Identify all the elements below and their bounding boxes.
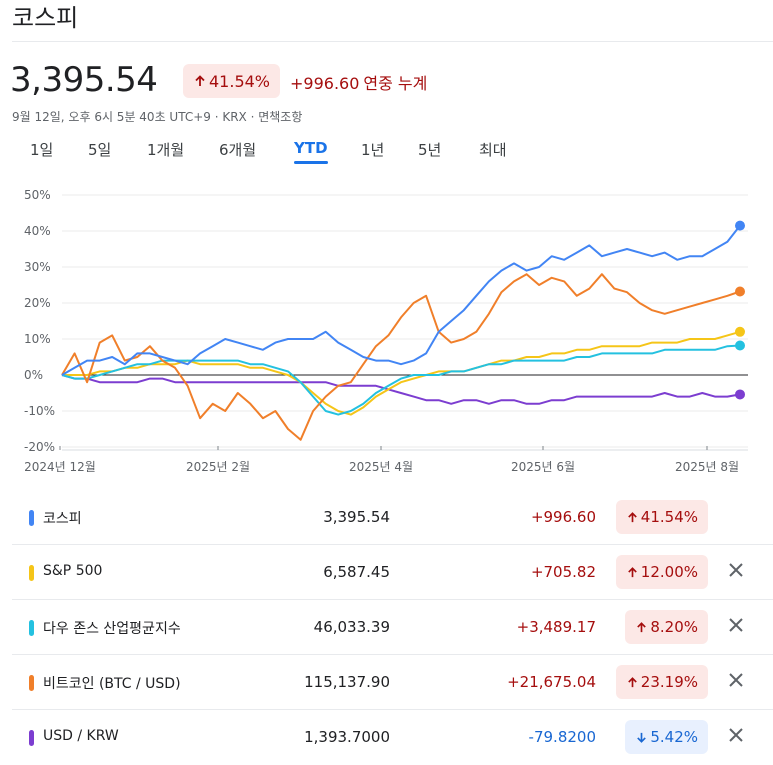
x-tick-label: 2024년 12월	[24, 460, 96, 474]
series-color-swatch	[29, 510, 34, 526]
header-divider	[12, 41, 773, 42]
row-change: -79.8200	[528, 728, 596, 746]
row-value: 1,393.7000	[304, 728, 390, 746]
row-percent-badge: 41.54%	[615, 500, 708, 534]
row-percent: 5.42%	[650, 728, 698, 746]
comparison-chart[interactable]: 50% 40% 30% 20% 10% 0% -10% -20% 2024년 12월 2025년 …	[0, 180, 773, 480]
page-title: 코스피	[12, 4, 79, 32]
y-tick-label: 50%	[24, 188, 51, 202]
x-tick-label: 2025년 2월	[186, 460, 250, 474]
row-percent-badge: 8.20%	[625, 610, 708, 644]
absolute-change-value: +996.60	[290, 74, 360, 93]
remove-comparison-button[interactable]	[725, 669, 747, 691]
tab-5d[interactable]: 5일	[88, 141, 112, 159]
comparison-row-kospi[interactable]: 코스피 3,395.54 +996.60 41.54%	[12, 490, 773, 545]
arrow-up-icon	[637, 621, 647, 632]
y-tick-label: 10%	[24, 332, 51, 346]
series-color-swatch	[29, 675, 34, 691]
row-change: +3,489.17	[516, 618, 596, 636]
change-period-label: 연중 누계	[363, 74, 428, 93]
arrow-down-icon	[637, 732, 647, 743]
dow-line	[61, 344, 741, 416]
x-tick-label: 2025년 4월	[349, 460, 413, 474]
y-tick-label: 0%	[24, 368, 43, 382]
row-name: 비트코인 (BTC / USD)	[43, 676, 181, 692]
comparison-row-usdkrw[interactable]: USD / KRW 1,393.7000 -79.8200 5.42%	[12, 710, 773, 765]
row-divider	[12, 709, 773, 710]
row-percent: 23.19%	[640, 673, 698, 691]
row-name: 코스피	[43, 511, 82, 527]
comparison-row-btc[interactable]: 비트코인 (BTC / USD) 115,137.90 +21,675.04 2…	[12, 655, 773, 710]
tab-ytd[interactable]: YTD	[294, 139, 328, 164]
usdkrw-end-point	[735, 389, 745, 400]
arrow-up-icon	[627, 511, 637, 522]
x-tick-label: 2025년 6월	[511, 460, 575, 474]
row-divider	[12, 599, 773, 600]
row-change: +705.82	[530, 563, 596, 581]
remove-comparison-button[interactable]	[725, 724, 747, 746]
row-name: 다우 존스 산업평균지수	[43, 621, 181, 637]
comparison-row-sp500[interactable]: S&P 500 6,587.45 +705.82 12.00%	[12, 545, 773, 600]
timestamp-exchange-info[interactable]: 9월 12일, 오후 6시 5분 40초 UTC+9 · KRX · 면책조항	[12, 110, 303, 124]
arrow-up-icon	[627, 566, 637, 577]
arrow-up-icon	[627, 676, 637, 687]
tab-5y[interactable]: 5년	[418, 141, 442, 159]
btc-end-point	[735, 286, 745, 297]
series-color-swatch	[29, 565, 34, 581]
row-percent-badge: 12.00%	[615, 555, 708, 589]
current-price: 3,395.54	[10, 60, 158, 100]
row-change: +996.60	[530, 508, 596, 526]
remove-comparison-button[interactable]	[725, 614, 747, 636]
row-percent: 12.00%	[640, 563, 698, 581]
arrow-up-icon	[195, 75, 205, 86]
tab-6m[interactable]: 6개월	[219, 141, 257, 159]
y-tick-label: -20%	[24, 440, 55, 454]
row-percent: 8.20%	[650, 618, 698, 636]
tab-1d[interactable]: 1일	[30, 141, 54, 159]
y-tick-label: 30%	[24, 260, 51, 274]
usdkrw-line	[61, 374, 741, 405]
percent-change-badge: 41.54%	[183, 64, 281, 98]
kospi-end-point	[735, 220, 745, 231]
sp500-end-point	[735, 326, 745, 337]
kospi-line	[61, 224, 741, 376]
row-percent: 41.54%	[640, 508, 698, 526]
x-tick-label: 2025년 8월	[675, 460, 739, 474]
row-percent-badge: 23.19%	[615, 665, 708, 699]
row-value: 3,395.54	[323, 508, 390, 526]
y-tick-label: 40%	[24, 224, 51, 238]
absolute-change: +996.60 연중 누계	[290, 70, 427, 94]
dow-end-point	[735, 340, 745, 351]
y-tick-label: -10%	[24, 404, 55, 418]
tab-max[interactable]: 최대	[479, 141, 507, 159]
sp500-line	[62, 330, 741, 416]
row-value: 115,137.90	[304, 673, 390, 691]
series-color-swatch	[29, 730, 34, 746]
series-color-swatch	[29, 620, 34, 636]
row-percent-badge: 5.42%	[625, 720, 708, 754]
row-value: 46,033.39	[313, 618, 390, 636]
comparison-row-dow[interactable]: 다우 존스 산업평균지수 46,033.39 +3,489.17 8.20%	[12, 600, 773, 655]
row-name: USD / KRW	[43, 728, 119, 744]
row-divider	[12, 544, 773, 545]
btc-line	[61, 273, 741, 441]
row-name: S&P 500	[43, 563, 103, 579]
row-value: 6,587.45	[323, 563, 390, 581]
row-change: +21,675.04	[507, 673, 596, 691]
tab-1y[interactable]: 1년	[361, 141, 385, 159]
remove-comparison-button[interactable]	[725, 559, 747, 581]
percent-change-value: 41.54%	[209, 71, 271, 91]
tab-1m[interactable]: 1개월	[147, 141, 185, 159]
y-tick-label: 20%	[24, 296, 51, 310]
row-divider	[12, 654, 773, 655]
